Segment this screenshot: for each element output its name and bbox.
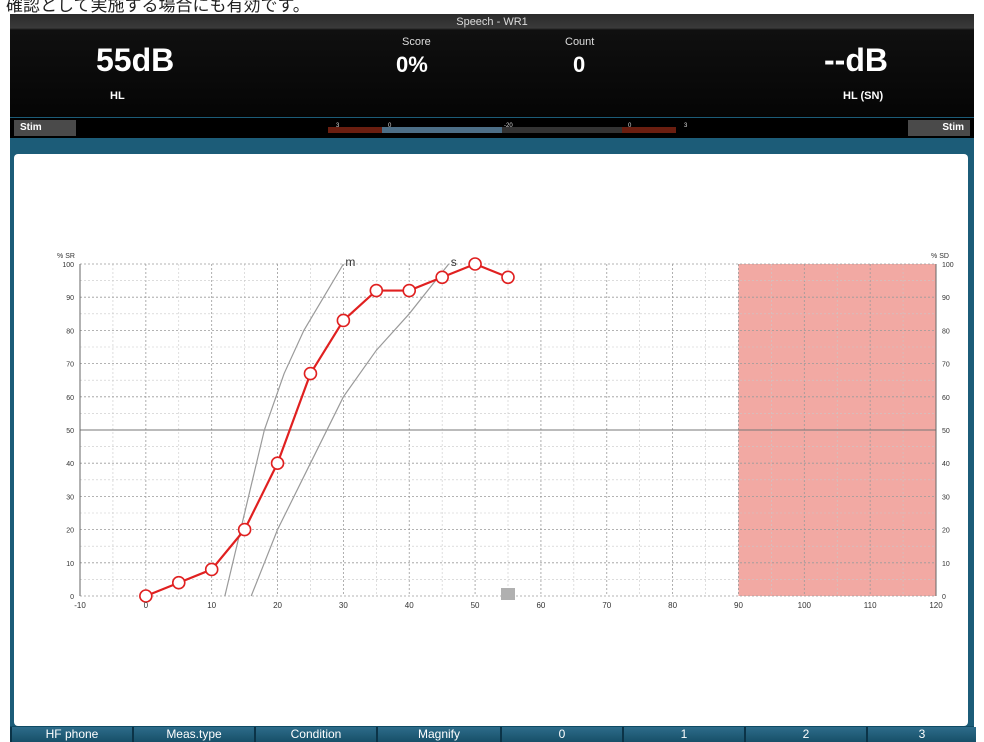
- current-level-marker: [501, 588, 515, 600]
- data-point: [171, 575, 186, 590]
- x-tick-label: 80: [668, 601, 677, 610]
- x-tick-label: 120: [929, 601, 943, 610]
- data-point: [303, 366, 318, 381]
- stim-right-button[interactable]: Stim: [908, 120, 970, 136]
- meas-type-button[interactable]: Meas.type: [132, 727, 254, 742]
- app-window: Speech - WR1 55dB HL Score 0% Count 0 --…: [10, 14, 976, 742]
- key-1-button[interactable]: 1: [622, 727, 744, 742]
- meter-label-2: 0: [388, 123, 392, 129]
- x-tick-label: 30: [339, 601, 348, 610]
- y-tick-label-left: 40: [66, 461, 74, 468]
- x-tick-label: 10: [207, 601, 216, 610]
- data-point: [139, 589, 153, 603]
- reference-curve-label-m: m: [345, 255, 355, 269]
- data-point: [501, 270, 515, 285]
- left-level-readout: 55dB: [96, 42, 175, 78]
- meter-label-5: 3: [684, 123, 688, 129]
- meter-label-3: -20: [504, 123, 513, 129]
- x-tick-label: 0: [144, 601, 149, 610]
- condition-button[interactable]: Condition: [254, 727, 376, 742]
- key-2-button[interactable]: 2: [744, 727, 866, 742]
- y-tick-label-left: 60: [66, 395, 74, 402]
- y-tick-label-left: 20: [66, 528, 74, 535]
- stim-left-button[interactable]: Stim: [14, 120, 76, 136]
- y-tick-label-left: 0: [70, 594, 74, 601]
- meter-red-left: [328, 127, 382, 133]
- y-tick-label-right: 30: [942, 494, 950, 501]
- x-tick-label: 50: [471, 601, 480, 610]
- data-point: [468, 257, 482, 271]
- score-label: Score: [402, 36, 431, 48]
- right-level-readout: --dB: [824, 42, 888, 78]
- x-tick-label: 100: [798, 601, 812, 610]
- x-tick-label: -10: [74, 601, 86, 610]
- y-tick-label-right: 90: [942, 295, 950, 302]
- meter-label-1: 3: [336, 123, 340, 129]
- stim-row: Stim 3 0 -20 0 3 Stim: [10, 118, 974, 138]
- left-axis-label: % SR: [57, 253, 75, 260]
- count-value: 0: [573, 52, 586, 77]
- left-unit-label: HL: [110, 90, 125, 102]
- y-tick-label-right: 100: [942, 262, 954, 269]
- function-key-bar: HF phone Meas.type Condition Magnify 0 1…: [10, 726, 976, 742]
- y-tick-label-left: 90: [66, 295, 74, 302]
- meter-blue-bar: [382, 127, 502, 133]
- key-3-button[interactable]: 3: [866, 727, 976, 742]
- y-tick-label-left: 80: [66, 328, 74, 335]
- vu-meter: 3 0 -20 0 3: [328, 123, 688, 133]
- reference-curve-label-s: s: [451, 255, 457, 269]
- reference-curve-m: [224, 263, 344, 597]
- x-tick-label: 20: [273, 601, 282, 610]
- right-unit-label: HL (SN): [843, 90, 884, 102]
- right-axis-label: % SD: [931, 253, 949, 260]
- data-point: [270, 456, 285, 471]
- data-point: [402, 283, 417, 298]
- y-tick-label-right: 50: [942, 428, 950, 435]
- y-tick-label-right: 10: [942, 561, 950, 568]
- caption-strip: 確認として実施する場合にも有効です。: [0, 0, 984, 14]
- y-tick-label-right: 80: [942, 328, 950, 335]
- x-tick-label: 60: [536, 601, 545, 610]
- y-tick-label-right: 40: [942, 461, 950, 468]
- data-point: [204, 562, 219, 577]
- data-point: [336, 313, 351, 328]
- y-tick-label-left: 70: [66, 362, 74, 369]
- y-tick-label-left: 100: [62, 262, 74, 269]
- key-0-button[interactable]: 0: [500, 727, 622, 742]
- data-point: [435, 270, 449, 285]
- meter-gray-bar: [502, 127, 622, 133]
- x-tick-label: 40: [405, 601, 414, 610]
- y-tick-label-left: 50: [66, 428, 74, 435]
- y-tick-label-right: 70: [942, 362, 950, 369]
- meter-red-right: [622, 127, 676, 133]
- x-tick-label: 110: [864, 601, 877, 610]
- x-tick-label: 70: [602, 601, 611, 610]
- x-tick-label: 90: [734, 601, 743, 610]
- reference-curve-s: [250, 263, 450, 597]
- y-tick-label-right: 20: [942, 528, 950, 535]
- y-tick-label-right: 0: [942, 594, 946, 601]
- header-panel: Speech - WR1 55dB HL Score 0% Count 0 --…: [10, 14, 974, 117]
- caption-text: 確認として実施する場合にも有効です。: [6, 0, 310, 14]
- score-value: 0%: [396, 52, 428, 77]
- y-tick-label-left: 10: [66, 561, 74, 568]
- test-title: Speech - WR1: [456, 16, 528, 28]
- y-tick-label-left: 30: [66, 494, 74, 501]
- data-point: [237, 522, 252, 537]
- y-tick-label-right: 60: [942, 395, 950, 402]
- count-label: Count: [565, 36, 595, 48]
- magnify-button[interactable]: Magnify: [376, 727, 500, 742]
- hf-phone-button[interactable]: HF phone: [10, 727, 132, 742]
- data-point: [369, 283, 384, 298]
- meter-label-4: 0: [628, 123, 632, 129]
